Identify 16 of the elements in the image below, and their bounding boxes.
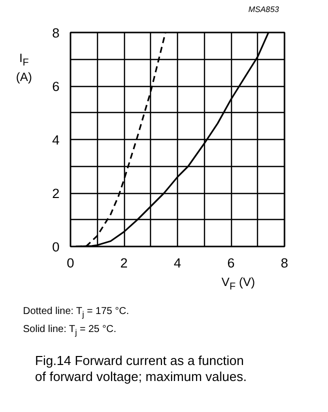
x-tick-label: 8 <box>280 256 288 270</box>
text: MSA853 <box>248 5 279 15</box>
text: Dotted line: T$_{j}$ = 175 °C. <box>23 306 130 319</box>
y-tick-label: 4 <box>52 132 60 148</box>
x-tick-label: 2 <box>120 256 128 270</box>
y-axis-title: I$_{F}$ (A) <box>16 51 32 85</box>
y-tick-label: 8 <box>52 26 60 40</box>
y-tick-label: 6 <box>52 79 60 94</box>
x-tick-label: 0 <box>66 256 74 270</box>
y-tick-label: 2 <box>52 186 60 201</box>
text: Solid line: T$_{j}$ = 25 °C. <box>23 324 116 338</box>
x-tick-label: 4 <box>174 256 182 270</box>
x-tick-label: 6 <box>227 256 235 270</box>
y-tick-label: 0 <box>52 240 60 254</box>
text: Fig.14 Forward current as a function of forward voltage; maximum values. <box>35 353 248 386</box>
x-axis-title: V$_{F}$ (V) <box>222 275 255 294</box>
